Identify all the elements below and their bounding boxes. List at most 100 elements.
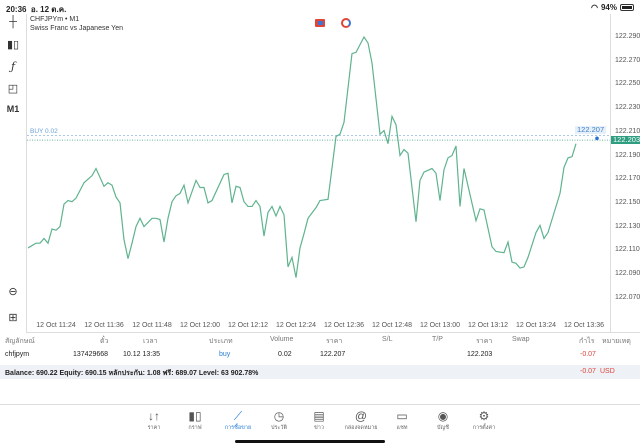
- nav-label: การซื้อขาย: [224, 425, 252, 431]
- col-symbol: สัญลักษณ์: [5, 338, 35, 345]
- y-tick-label: 122.110: [615, 246, 640, 254]
- nav-account[interactable]: ◉ บัญชี: [423, 409, 463, 432]
- nav-label: ประวัติ: [270, 425, 288, 431]
- nav-chat[interactable]: ▭ แชท: [382, 409, 422, 432]
- col-sl: S/L: [382, 336, 393, 343]
- col-ticket: ตั๋ว: [100, 338, 109, 345]
- x-tick-label: 12 Oct 12:24: [275, 322, 317, 329]
- buy-price-tag: 122.207: [575, 125, 607, 135]
- price-chart[interactable]: [0, 0, 640, 335]
- home-indicator: [235, 440, 385, 443]
- timeframe-button[interactable]: M1: [6, 104, 20, 114]
- nav-history[interactable]: ◷ ประวัติ: [259, 409, 299, 432]
- arrows-updown-icon: ↓↑: [148, 409, 160, 423]
- shapes-icon[interactable]: ◰: [7, 83, 19, 95]
- row-price: 122.203: [467, 351, 493, 358]
- nav-label: แชท: [396, 425, 408, 431]
- nav-settings[interactable]: ⚙ การตั้งค่า: [464, 409, 504, 432]
- settings-icon: ⚙: [478, 409, 490, 423]
- col-volume: Volume: [270, 336, 294, 343]
- x-tick-label: 12 Oct 12:48: [371, 322, 413, 329]
- col-comment: หมายเหตุ: [602, 338, 631, 345]
- nav-mailbox[interactable]: @ กล่องจดหมาย: [341, 409, 381, 432]
- x-tick-label: 12 Oct 13:00: [419, 322, 461, 329]
- trade-chart-icon: ⟋: [233, 409, 243, 423]
- y-tick-label: 122.130: [615, 222, 640, 230]
- export-icon[interactable]: ⊞: [8, 312, 18, 324]
- x-tick-label: 12 Oct 13:36: [563, 322, 605, 329]
- price-series-line: [27, 35, 577, 278]
- col-swap: Swap: [512, 336, 530, 343]
- y-tick-label: 122.230: [615, 104, 640, 112]
- function-icon[interactable]: ƒ: [10, 60, 16, 73]
- zoom-icon[interactable]: ⊖: [8, 286, 18, 298]
- crosshair-icon[interactable]: ┼: [9, 16, 17, 28]
- nav-label: ข่าว: [314, 425, 324, 431]
- date: อ. 12 ต.ค.: [30, 5, 67, 14]
- candles-icon: ▮▯: [188, 409, 202, 423]
- status-right: ◠ 94%: [591, 3, 634, 12]
- y-tick-label: 122.170: [615, 175, 640, 183]
- buy-line-label: BUY 0.02: [30, 128, 58, 135]
- nav-trade[interactable]: ⟋ การซื้อขาย: [218, 409, 258, 432]
- x-tick-label: 12 Oct 11:24: [36, 322, 76, 329]
- status-bar: 20:36 อ. 12 ต.ค. ◠ 94%: [0, 0, 640, 14]
- symbol-description: Swiss Franc vs Japanese Yen: [30, 25, 123, 32]
- nav-label: บัญชี: [437, 425, 449, 431]
- row-type: buy: [219, 351, 231, 358]
- news-icon: ▤: [313, 409, 325, 423]
- y-tick-label: 122.290: [615, 33, 640, 40]
- current-price-tag: 122.203: [611, 136, 640, 145]
- symbol-info: CHFJPYm • M1 Swiss Franc vs Japanese Yen: [30, 15, 123, 33]
- symbol-title: CHFJPYm • M1: [30, 16, 80, 23]
- nav-quotes[interactable]: ↓↑ ราคา: [134, 409, 174, 432]
- y-tick-label: 122.270: [615, 56, 640, 64]
- row-volume: 0.02: [278, 351, 292, 358]
- row-open-price: 122.207: [320, 351, 346, 358]
- wifi-icon: ◠: [591, 3, 598, 12]
- balance-bar: Balance: 690.22 Equity: 690.15 หลักประกั…: [0, 365, 640, 379]
- y-tick-label: 122.070: [615, 293, 640, 301]
- balance-text: Balance: 690.22 Equity: 690.15 หลักประกั…: [5, 370, 259, 377]
- y-tick-label: 122.150: [615, 198, 640, 206]
- bottom-nav: ↓↑ ราคา ▮▯ กราฟ ⟋ การซื้อขาย ◷ ประวัติ ▤ ข่าว…: [0, 404, 640, 447]
- row-profit: -0.07: [580, 351, 596, 358]
- col-open-price: ราคา: [326, 338, 343, 345]
- x-tick-label: 12 Oct 13:24: [515, 322, 557, 329]
- row-time: 10.12 13:35: [123, 351, 160, 358]
- x-tick-label: 12 Oct 13:12: [467, 322, 509, 329]
- history-icon: ◷: [273, 409, 285, 423]
- col-profit: กำไร: [579, 338, 595, 345]
- one-click-icon[interactable]: [341, 18, 351, 28]
- chat-icon: ▭: [396, 409, 408, 423]
- x-tick-label: 12 Oct 11:36: [84, 322, 124, 329]
- mail-at-icon: @: [354, 409, 368, 423]
- buy-marker: [595, 136, 599, 141]
- battery-percent: 94%: [600, 3, 617, 12]
- x-tick-label: 12 Oct 11:48: [132, 322, 172, 329]
- candles-icon[interactable]: ▮▯: [6, 39, 20, 51]
- y-tick-label: 122.090: [615, 270, 640, 277]
- y-tick-label: 122.250: [615, 80, 640, 88]
- total-profit: -0.07: [580, 368, 596, 375]
- x-tick-label: 12 Oct 12:00: [179, 322, 221, 329]
- trade-panel-icon[interactable]: [315, 19, 325, 27]
- currency: USD: [600, 368, 615, 375]
- clock: 20:36: [6, 5, 27, 14]
- nav-label: ราคา: [147, 425, 161, 431]
- nav-label: การตั้งค่า: [472, 425, 496, 431]
- nav-news[interactable]: ▤ ข่าว: [299, 409, 339, 432]
- row-symbol: chfjpym: [5, 351, 30, 358]
- col-type: ประเภท: [209, 338, 233, 345]
- y-tick-label: 122.210: [615, 127, 640, 135]
- nav-label: กล่องจดหมาย: [344, 425, 378, 431]
- row-ticket: 137429668: [73, 351, 109, 358]
- nav-label: กราฟ: [188, 425, 202, 431]
- battery-icon: [620, 4, 634, 11]
- nav-chart[interactable]: ▮▯ กราฟ: [175, 409, 215, 432]
- x-tick-label: 12 Oct 12:36: [323, 322, 365, 329]
- status-time: 20:36 อ. 12 ต.ค.: [6, 3, 66, 16]
- col-price: ราคา: [476, 338, 493, 345]
- x-tick-label: 12 Oct 12:12: [227, 322, 269, 329]
- y-tick-label: 122.190: [615, 151, 640, 159]
